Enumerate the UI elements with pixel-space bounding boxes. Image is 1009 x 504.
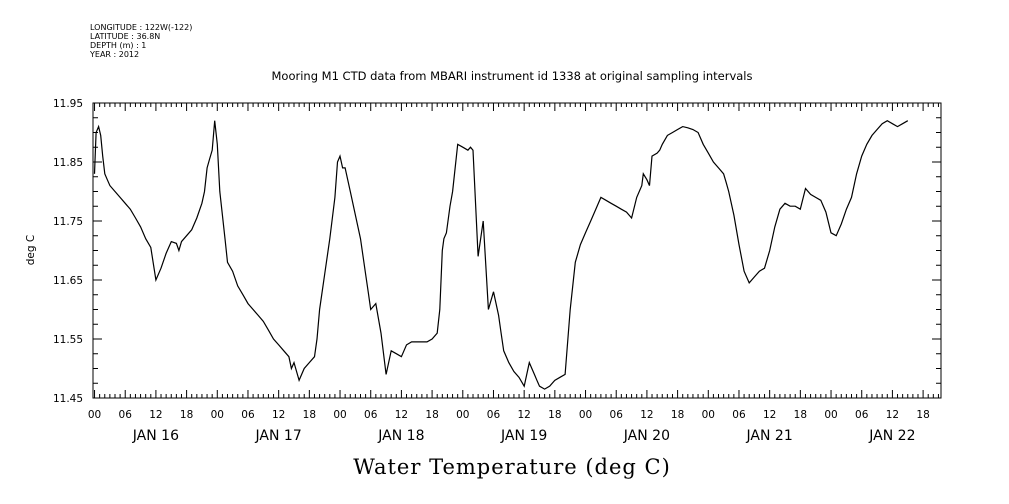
- x-day-label: JAN 20: [623, 428, 670, 444]
- x-hour-tick-label: 12: [149, 409, 162, 421]
- x-hour-tick-label: 12: [517, 409, 530, 421]
- y-axis-label: deg C: [25, 235, 37, 265]
- location-metadata: LONGITUDE : 122W(-122) LATITUDE : 36.8N …: [89, 23, 192, 59]
- y-tick-label: 11.75: [53, 216, 83, 228]
- x-hour-tick-label: 18: [303, 409, 316, 421]
- latitude-label: LATITUDE : 36.8N: [90, 32, 160, 41]
- x-hour-tick-label: 06: [119, 409, 133, 421]
- x-day-labels: JAN 16 JAN 17 JAN 18 JAN 19 JAN 20 JAN 21 JAN …: [132, 428, 916, 444]
- plot-frame: [92, 102, 942, 399]
- x-hour-tick-label: 06: [364, 409, 378, 421]
- x-hour-tick-label: 18: [794, 409, 807, 421]
- x-hour-tick-label: 06: [855, 409, 869, 421]
- x-hour-tick-label: 18: [916, 409, 929, 421]
- x-hour-tick-label: 06: [732, 409, 746, 421]
- x-day-label: JAN 16: [132, 428, 179, 444]
- x-hour-tick-label: 18: [180, 409, 193, 421]
- x-hour-tick-labels: 00 06 12 18 00 06 12 18 00 06 12 18 00 06 12 18 00 06 12 18…: [88, 409, 930, 421]
- chart-title: Mooring M1 CTD data from MBARI instrumen…: [272, 69, 753, 83]
- y-tick-label: 11.95: [53, 98, 83, 110]
- y-tick-label: 11.85: [53, 157, 83, 169]
- x-hour-tick-label: 06: [610, 409, 624, 421]
- y-tick-label: 11.65: [53, 275, 83, 287]
- x-hour-tick-label: 00: [824, 409, 837, 421]
- x-day-label: JAN 17: [255, 428, 302, 444]
- x-hour-tick-label: 00: [333, 409, 346, 421]
- axis-ticks: [93, 102, 941, 399]
- x-hour-tick-label: 00: [88, 409, 101, 421]
- x-day-label: JAN 21: [746, 428, 793, 444]
- x-hour-tick-label: 12: [395, 409, 408, 421]
- x-hour-tick-label: 12: [886, 409, 899, 421]
- x-hour-tick-label: 18: [671, 409, 684, 421]
- x-hour-tick-label: 00: [211, 409, 224, 421]
- x-hour-tick-label: 00: [702, 409, 715, 421]
- depth-label: DEPTH (m) : 1: [90, 41, 146, 50]
- x-hour-tick-label: 06: [487, 409, 501, 421]
- x-hour-tick-label: 18: [548, 409, 561, 421]
- y-tick-label: 11.55: [53, 334, 83, 346]
- x-hour-tick-label: 12: [763, 409, 776, 421]
- y-tick-label: 11.45: [53, 393, 83, 405]
- x-hour-tick-label: 00: [579, 409, 592, 421]
- x-hour-tick-label: 12: [640, 409, 653, 421]
- x-hour-tick-label: 18: [425, 409, 438, 421]
- x-day-label: JAN 19: [500, 428, 547, 444]
- x-hour-tick-label: 06: [241, 409, 255, 421]
- x-day-label: JAN 18: [377, 428, 424, 444]
- x-hour-tick-label: 00: [456, 409, 469, 421]
- longitude-label: LONGITUDE : 122W(-122): [90, 23, 192, 32]
- x-day-label: JAN 22: [868, 428, 915, 444]
- series-line-water-temperature: [93, 120, 909, 390]
- x-axis-label: Water Temperature (deg C): [353, 455, 671, 479]
- year-label: YEAR : 2012: [89, 50, 139, 59]
- y-tick-labels: 11.45 11.55 11.65 11.75 11.85 11.95: [53, 98, 83, 405]
- x-hour-tick-label: 12: [272, 409, 285, 421]
